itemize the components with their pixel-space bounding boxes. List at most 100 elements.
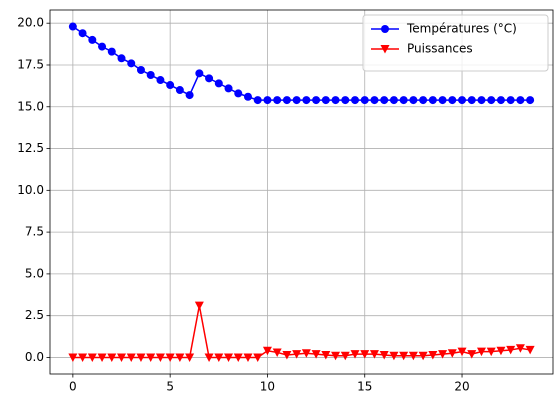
data-point	[146, 71, 155, 80]
data-point	[351, 96, 360, 105]
data-point	[185, 91, 194, 100]
data-point	[117, 54, 126, 63]
data-point	[68, 22, 77, 31]
data-point	[399, 351, 409, 361]
data-point	[117, 353, 127, 362]
data-point	[78, 29, 87, 38]
data-point	[87, 353, 97, 362]
data-point	[428, 96, 437, 105]
data-point	[477, 96, 486, 105]
data-point	[146, 353, 156, 362]
data-point	[419, 96, 428, 105]
x-tick-label: 5	[166, 380, 174, 394]
legend-marker	[381, 25, 389, 33]
data-point	[526, 96, 535, 105]
data-point	[224, 353, 234, 362]
data-point	[136, 65, 145, 74]
data-point	[136, 353, 146, 362]
data-point	[360, 350, 370, 359]
data-point	[234, 89, 243, 98]
x-tick-label: 15	[357, 380, 372, 394]
data-point	[467, 350, 477, 359]
data-point	[312, 96, 321, 105]
data-point	[525, 345, 535, 355]
data-point	[214, 79, 223, 88]
data-point	[282, 350, 292, 360]
x-tick-label: 0	[69, 380, 77, 394]
data-point	[282, 96, 291, 105]
data-point	[78, 353, 88, 362]
data-point	[331, 96, 340, 105]
legend-label: Puissances	[407, 42, 473, 56]
data-point	[107, 47, 116, 56]
legend-label: Températures (°C)	[406, 22, 517, 36]
data-point	[194, 301, 204, 311]
data-point	[447, 349, 457, 358]
data-point	[253, 353, 263, 362]
data-point	[321, 350, 331, 360]
data-point	[409, 96, 418, 105]
data-point	[175, 86, 184, 95]
data-point	[214, 353, 224, 362]
x-tick-label: 10	[260, 380, 275, 394]
x-tick-label: 20	[454, 380, 469, 394]
data-point	[175, 353, 185, 362]
data-point	[340, 351, 350, 361]
legend-marker	[380, 45, 390, 54]
legend: Températures (°C) Puissances	[362, 14, 549, 72]
data-point	[369, 350, 379, 359]
y-tick-label: 0.0	[25, 350, 44, 364]
y-tick-label: 2.5	[25, 308, 44, 322]
y-tick-label: 20.0	[17, 16, 44, 30]
data-point	[476, 347, 486, 357]
data-point	[428, 350, 438, 360]
data-point	[98, 42, 107, 51]
data-point	[515, 344, 525, 353]
y-tick-label: 15.0	[17, 99, 44, 113]
data-point	[273, 96, 282, 105]
data-point	[195, 69, 204, 78]
data-point	[243, 92, 252, 101]
data-point	[399, 96, 408, 105]
y-tick-label: 12.5	[17, 141, 44, 155]
data-point	[262, 346, 272, 356]
data-point	[233, 353, 243, 362]
data-point	[302, 96, 311, 105]
data-point	[506, 96, 515, 105]
data-point	[341, 96, 350, 105]
data-point	[224, 84, 233, 93]
data-point	[438, 350, 448, 359]
data-point	[438, 96, 447, 105]
data-point	[418, 351, 428, 361]
data-point	[380, 96, 389, 105]
data-point	[292, 350, 302, 359]
y-tick-label: 5.0	[25, 266, 44, 280]
data-point	[253, 96, 262, 105]
data-point	[107, 353, 117, 362]
data-point	[156, 76, 165, 85]
data-point	[185, 353, 195, 362]
y-tick-label: 7.5	[25, 225, 44, 239]
data-point	[350, 350, 360, 359]
data-point	[496, 346, 506, 356]
data-point	[243, 353, 253, 362]
data-point	[205, 74, 214, 83]
data-point	[166, 81, 175, 90]
data-point	[486, 347, 496, 357]
data-point	[68, 353, 78, 362]
data-point	[448, 96, 457, 105]
data-point	[165, 353, 175, 362]
data-point	[311, 350, 321, 359]
data-point	[204, 353, 214, 362]
data-point	[88, 35, 97, 44]
data-point	[516, 96, 525, 105]
data-point	[301, 349, 311, 358]
legend-box	[362, 14, 549, 72]
data-point	[408, 351, 418, 361]
y-tick-label: 10.0	[17, 183, 44, 197]
data-point	[321, 96, 330, 105]
data-point	[370, 96, 379, 105]
data-point	[127, 59, 136, 68]
data-point	[389, 351, 399, 361]
